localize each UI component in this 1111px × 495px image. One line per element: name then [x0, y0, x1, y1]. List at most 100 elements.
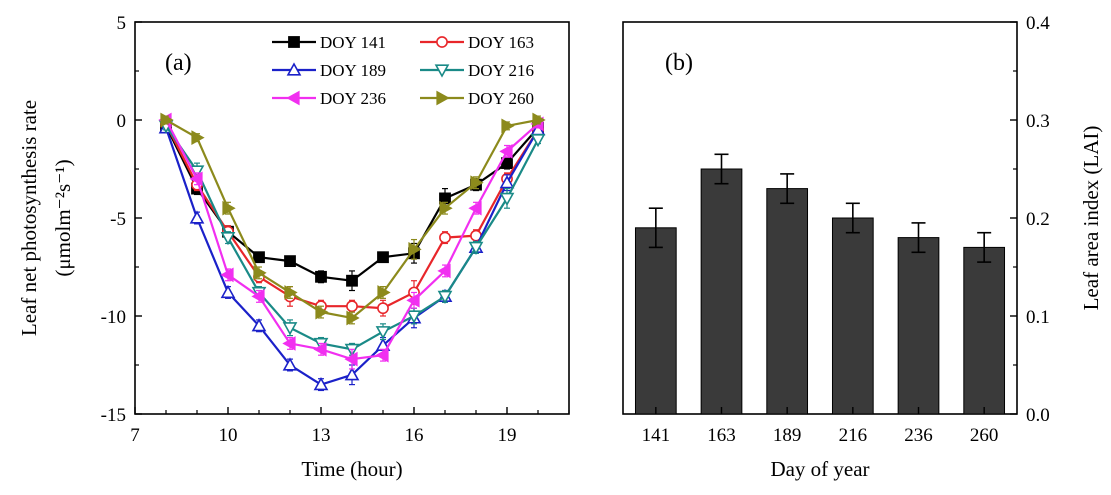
x-tick-label: 13 [312, 425, 331, 446]
panel-b: (b) 0.0 0.1 0.2 0.3 0.4 141 163 189 216 236 260 D… [622, 13, 1103, 481]
data-point [191, 130, 205, 145]
legend-entry: DOY 236 [272, 89, 386, 108]
series-doy-141 [160, 119, 544, 292]
x-tick-label: 163 [707, 425, 736, 446]
data-point [282, 357, 298, 371]
bar-group-189: 189 [766, 173, 809, 446]
y-tick-label: 0.1 [1026, 307, 1050, 328]
data-point [468, 241, 484, 256]
legend-entry: DOY 141 [272, 33, 386, 52]
legend-entry: DOY 189 [272, 61, 386, 80]
bar [963, 246, 1006, 415]
data-point [375, 326, 391, 340]
bar [831, 217, 874, 415]
panel-a: (a) 7 10 13 16 19-15-10-505 DOY 141 DOY 163DO… [17, 13, 570, 481]
y-tick-label: -15 [101, 405, 126, 426]
data-point [189, 171, 203, 187]
y-tick-label: -10 [101, 307, 126, 328]
panel-a-ticks: 7 10 13 16 19 -15 -10 -5 0 5 [101, 13, 570, 446]
bar-group-236: 236 [897, 222, 940, 446]
data-point [315, 304, 329, 320]
bar-group-163: 163 [700, 153, 743, 446]
legend-label: DOY 189 [320, 61, 386, 80]
data-point [532, 112, 546, 128]
y-tick-label: 0 [117, 111, 127, 132]
data-point [346, 300, 358, 313]
data-point [346, 274, 358, 287]
legend-label: DOY 163 [468, 33, 534, 52]
data-point [377, 302, 389, 315]
panel-a-series [158, 112, 546, 392]
y-tick-label: 5 [117, 13, 127, 34]
data-point [222, 200, 236, 216]
bar-group-260: 260 [963, 231, 1006, 446]
y-tick-label: 0.3 [1026, 111, 1050, 132]
legend-marker [288, 36, 300, 48]
legend-marker [286, 62, 302, 76]
y-tick-label: -5 [110, 209, 126, 230]
bar [700, 168, 743, 415]
data-point [251, 289, 265, 304]
data-point [499, 175, 515, 189]
data-point [377, 251, 389, 264]
panel-b-y-axis-label: Leaf area index (LAI) [1079, 126, 1103, 311]
data-point [282, 336, 296, 351]
data-point [189, 210, 205, 224]
panel-b-label: (b) [665, 50, 693, 76]
data-point [439, 231, 451, 244]
data-point [406, 310, 422, 324]
y-tick-label: 0.0 [1026, 405, 1050, 426]
panel-b-frame [622, 21, 1018, 415]
legend-label: DOY 141 [320, 33, 386, 52]
legend-label: DOY 236 [320, 89, 386, 108]
data-point [375, 347, 389, 363]
data-point [220, 284, 236, 299]
panel-a-y-axis-label-unit: (μmolm⁻²s⁻¹) [51, 159, 75, 276]
data-point [253, 265, 267, 281]
x-tick-label: 189 [773, 425, 802, 446]
data-point [344, 367, 360, 381]
data-point [468, 200, 482, 216]
data-point [313, 341, 327, 357]
data-point [344, 351, 358, 367]
data-point [284, 285, 298, 300]
y-tick-label: 0.2 [1026, 209, 1050, 230]
data-point [406, 292, 420, 308]
panel-b-x-axis-label: Day of year [770, 457, 869, 481]
legend-marker [434, 64, 450, 78]
data-point [251, 318, 267, 332]
data-point [253, 251, 265, 264]
x-tick-label: 10 [219, 425, 238, 446]
data-point [284, 255, 296, 268]
legend-entry: DOY 216 [420, 61, 534, 80]
data-point [220, 232, 236, 246]
data-point [437, 263, 451, 279]
bar-group-216: 216 [831, 202, 874, 446]
legend-label: DOY 216 [468, 61, 534, 80]
data-point [313, 376, 329, 391]
data-point [439, 200, 453, 216]
legend-entry: DOY 260 [420, 89, 534, 108]
legend-marker [286, 90, 300, 106]
panel-a-legend: DOY 141 DOY 163 DOY 189 DOY 216 DOY 236 DOY 2… [272, 33, 534, 108]
y-tick-label: 0.4 [1026, 13, 1050, 34]
series-doy-260 [160, 112, 546, 326]
data-point [499, 144, 513, 159]
bar [766, 188, 809, 415]
data-point [530, 134, 546, 148]
x-tick-label: 216 [839, 425, 868, 446]
data-point [501, 118, 515, 134]
data-point [501, 157, 513, 170]
data-point [408, 242, 422, 257]
x-tick-label: 260 [970, 425, 999, 446]
series-doy-236 [158, 112, 544, 370]
data-point [377, 285, 391, 300]
data-point [220, 267, 234, 283]
data-point [315, 270, 327, 283]
panel-a-label: (a) [165, 50, 192, 76]
legend-marker [436, 36, 448, 48]
bar [897, 237, 940, 415]
data-point [346, 310, 360, 326]
data-point [437, 290, 453, 305]
